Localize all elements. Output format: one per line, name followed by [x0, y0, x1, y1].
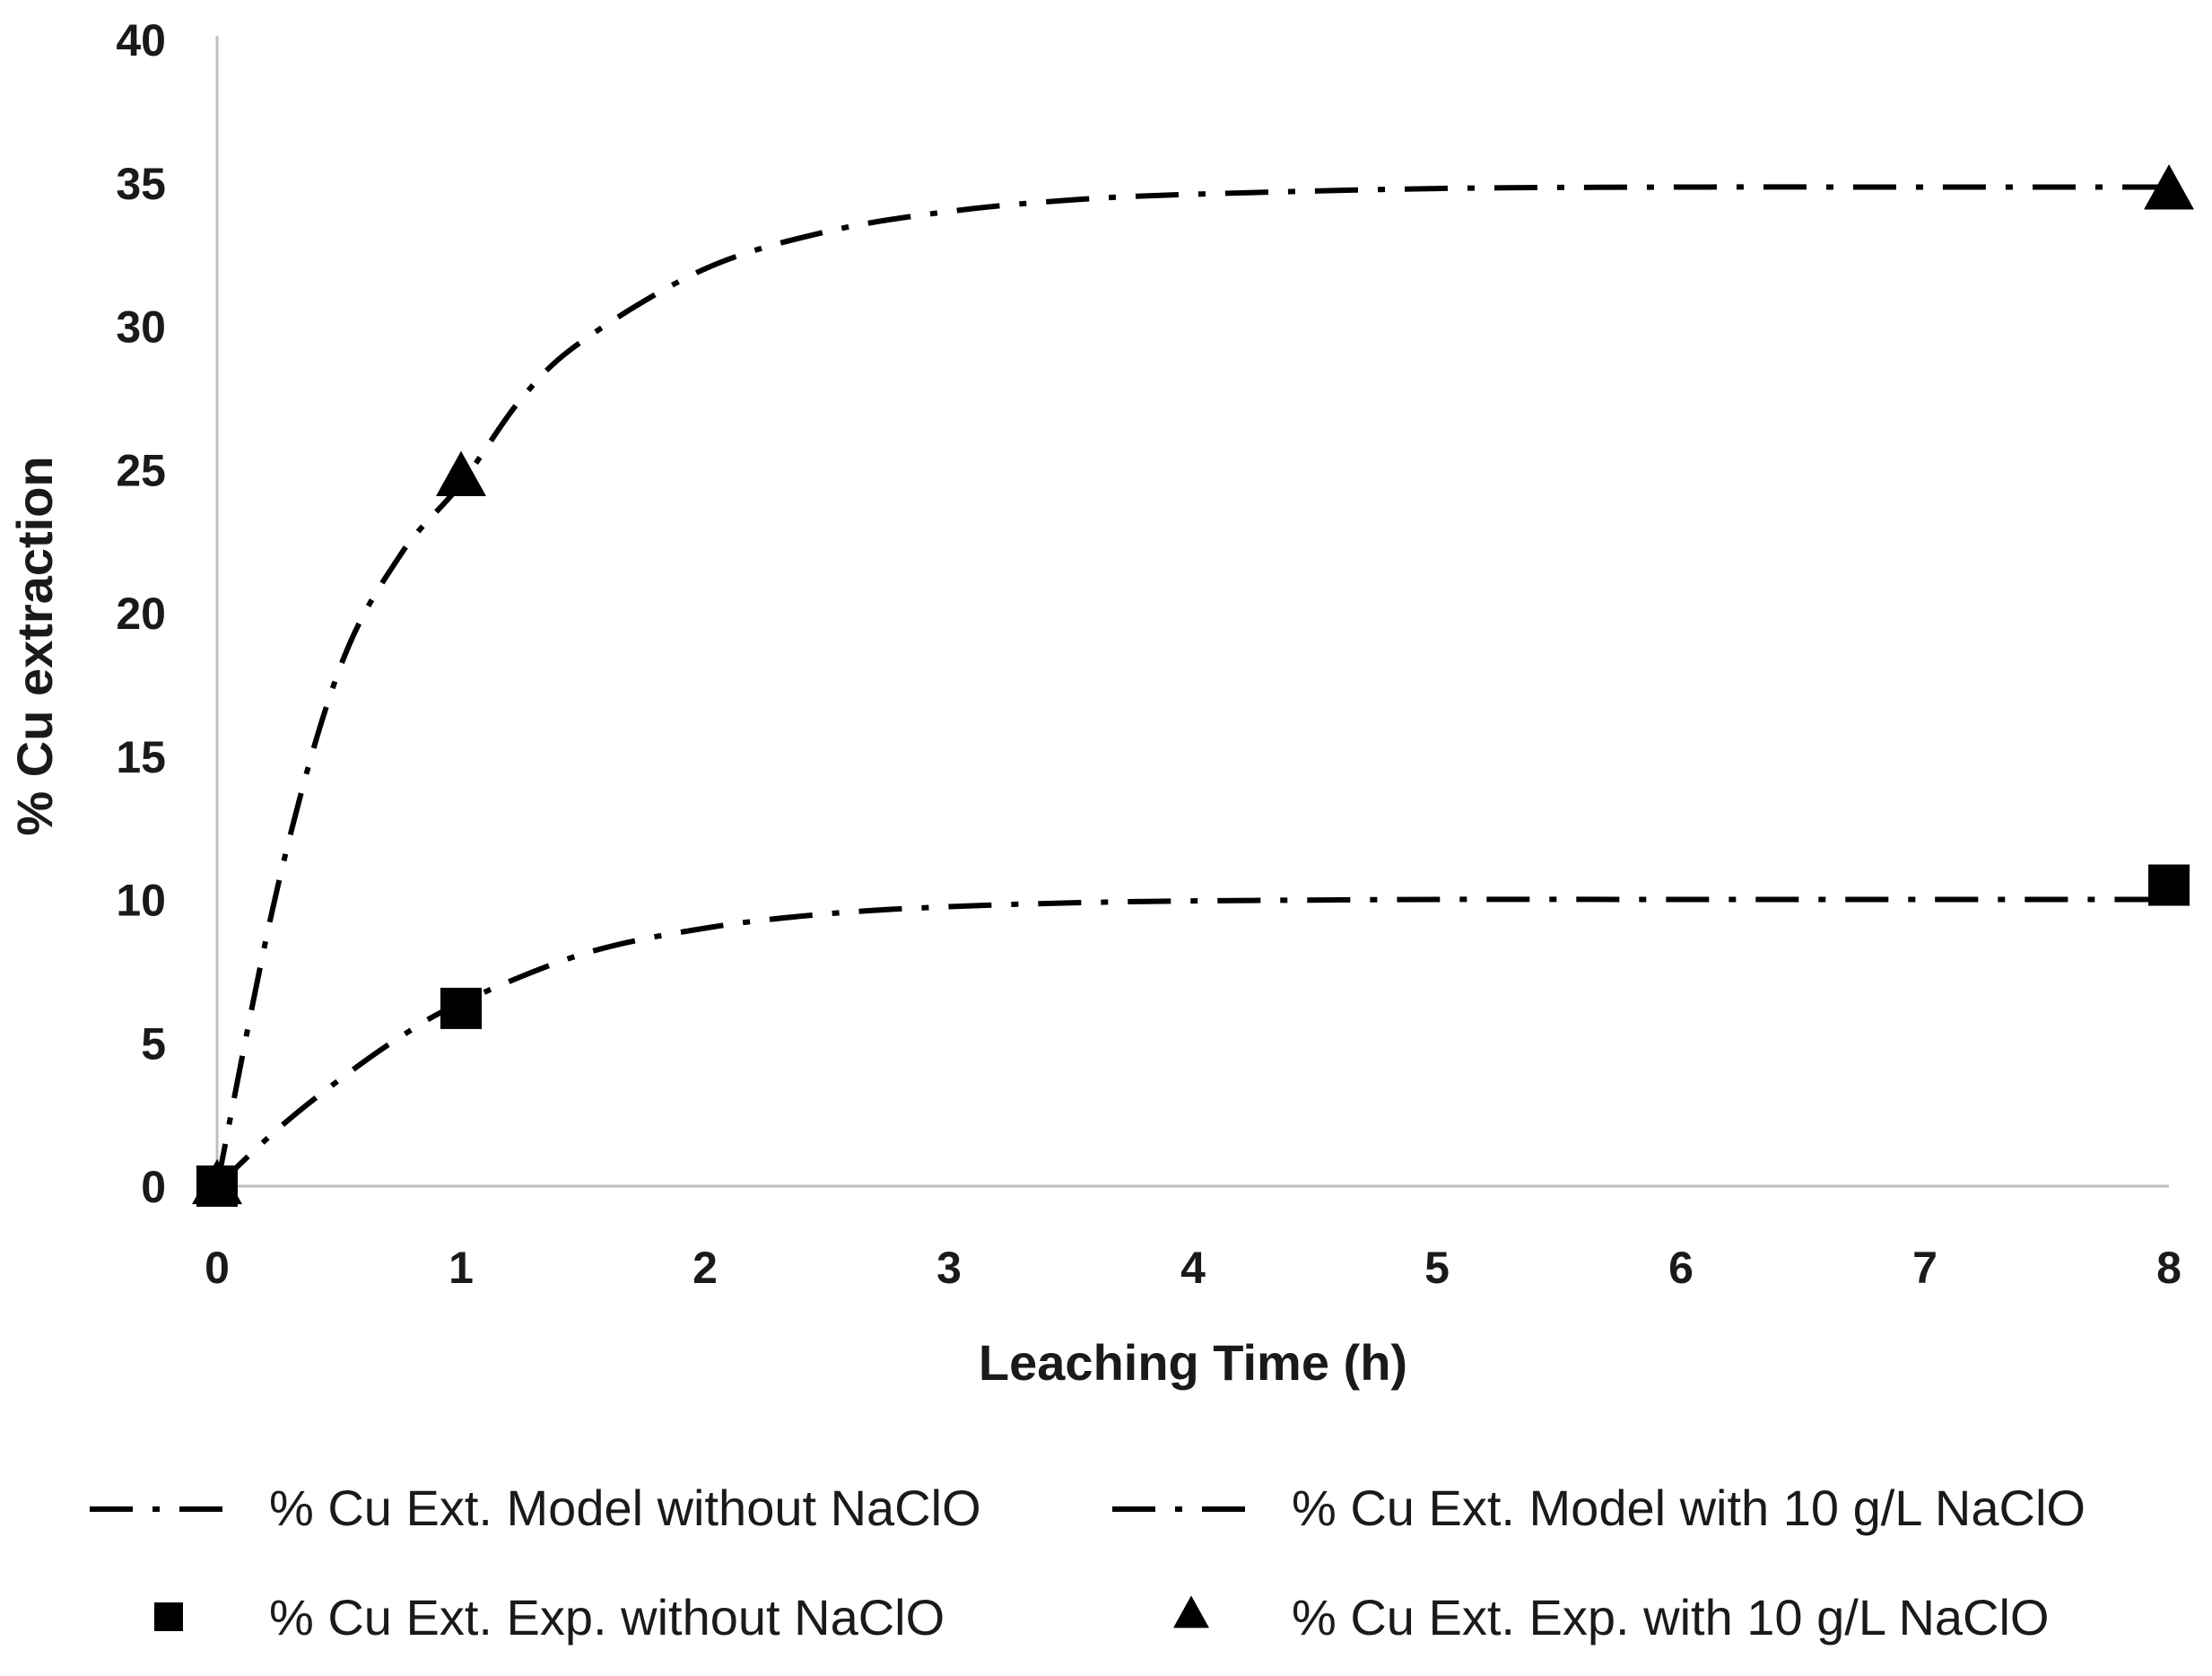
- data-point-square: [440, 987, 482, 1029]
- y-tick-labels: 0 5 10 15 20 25 30 35 40: [116, 15, 166, 1212]
- y-tick-label: 10: [116, 876, 166, 926]
- y-tick-label: 35: [116, 159, 166, 209]
- legend-item: % Cu Ext. Model with 10 g/L NaClO: [1112, 1480, 2086, 1536]
- data-point-triangle: [192, 1158, 242, 1205]
- model-line-series-1: [214, 184, 2169, 1187]
- legend-label: % Cu Ext. Model with 10 g/L NaClO: [1292, 1480, 2086, 1536]
- y-tick-label: 40: [116, 15, 166, 65]
- legend-label: % Cu Ext. Exp. with 10 g/L NaClO: [1292, 1589, 2049, 1645]
- legend-label: % Cu Ext. Model without NaClO: [269, 1480, 981, 1536]
- x-tick-label: 5: [1424, 1243, 1450, 1293]
- x-tick-label: 1: [448, 1243, 474, 1293]
- experimental-markers: [192, 164, 2194, 1207]
- model-line-series-0: [214, 896, 2169, 1189]
- x-tick-labels: 0 1 2 3 4 5 6 7 8: [205, 1243, 2182, 1293]
- data-point-triangle: [436, 450, 486, 496]
- x-tick-label: 4: [1180, 1243, 1206, 1293]
- y-tick-label: 25: [116, 445, 166, 495]
- y-tick-label: 15: [116, 732, 166, 782]
- legend: % Cu Ext. Model without NaClO % Cu Ext. M…: [90, 1480, 2086, 1645]
- data-point-square: [2148, 864, 2190, 906]
- y-tick-label: 5: [141, 1018, 166, 1069]
- legend-item: % Cu Ext. Exp. with 10 g/L NaClO: [1173, 1589, 2049, 1645]
- x-tick-label: 3: [936, 1243, 962, 1293]
- x-axis-title: Leaching Time (h): [979, 1334, 1407, 1391]
- x-tick-label: 6: [1668, 1243, 1694, 1293]
- axes: [215, 36, 2169, 1188]
- model-lines: [214, 184, 2169, 1189]
- legend-label: % Cu Ext. Exp. without NaClO: [269, 1589, 945, 1645]
- x-tick-label: 2: [692, 1243, 718, 1293]
- y-tick-label: 20: [116, 589, 166, 639]
- x-tick-label: 0: [205, 1243, 230, 1293]
- x-tick-label: 8: [2156, 1243, 2182, 1293]
- y-tick-label: 30: [116, 302, 166, 353]
- legend-item: % Cu Ext. Model without NaClO: [90, 1480, 981, 1536]
- legend-item: % Cu Ext. Exp. without NaClO: [154, 1589, 945, 1645]
- y-axis-title: % Cu extraction: [6, 456, 63, 835]
- legend-triangle-icon: [1173, 1595, 1209, 1628]
- data-point-triangle: [2144, 164, 2194, 210]
- x-tick-label: 7: [1912, 1243, 1938, 1293]
- legend-square-icon: [154, 1602, 183, 1631]
- y-tick-label: 0: [141, 1162, 166, 1212]
